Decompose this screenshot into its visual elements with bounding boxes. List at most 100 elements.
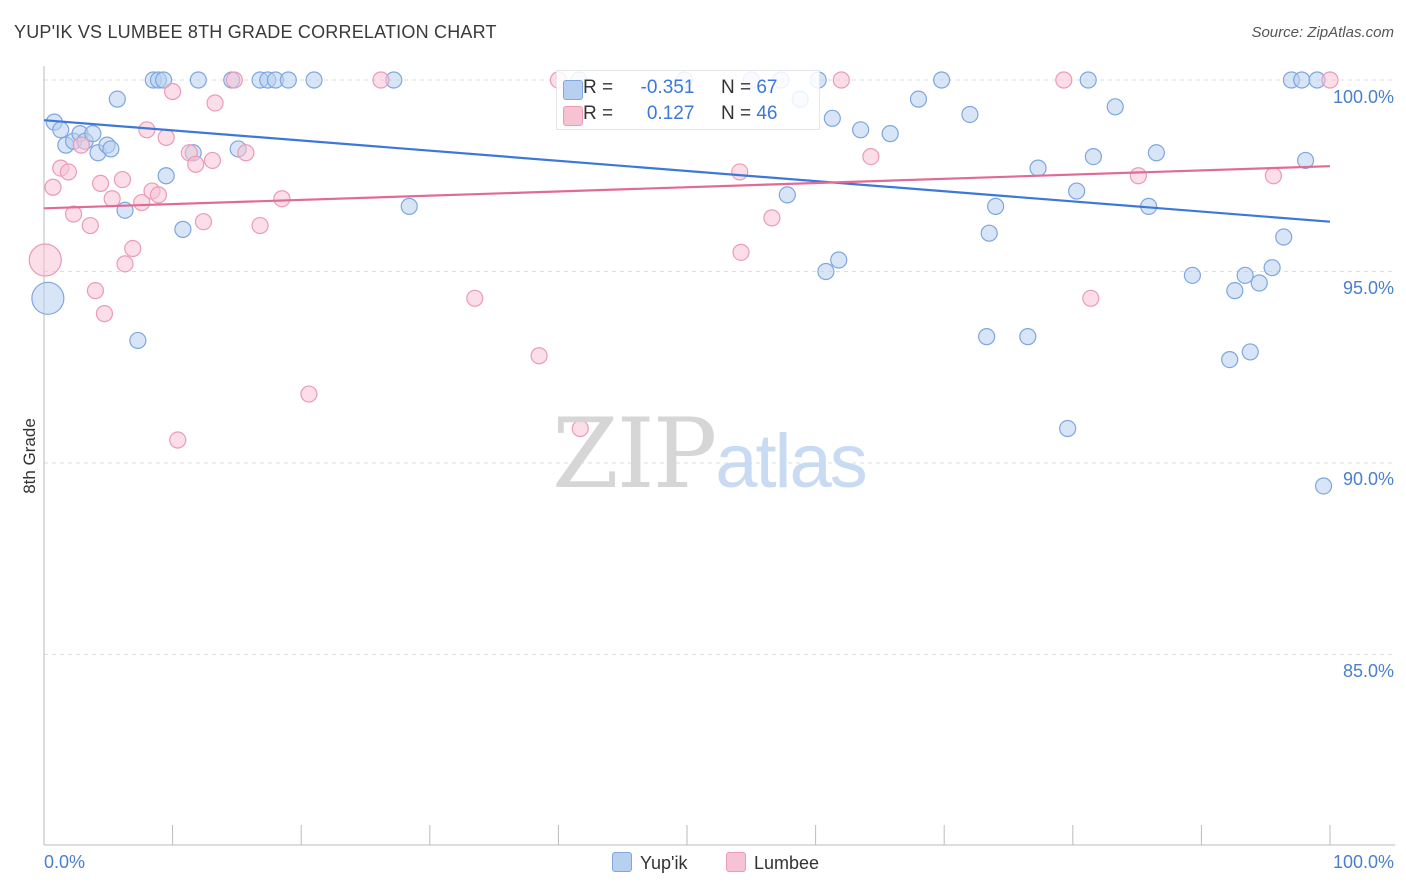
data-point-lumbee xyxy=(1055,71,1073,89)
data-point-lumbee xyxy=(530,347,548,365)
data-point-yupik xyxy=(823,109,841,127)
bottom-legend-yupik: Yup'ik xyxy=(612,852,687,874)
data-point-yupik xyxy=(909,90,928,108)
data-points xyxy=(28,71,1339,495)
data-point-lumbee xyxy=(466,289,484,307)
x-tick-label-max: 100.0% xyxy=(1332,852,1394,872)
data-point-lumbee xyxy=(157,128,175,147)
watermark-zip: ZIP xyxy=(552,398,717,510)
data-point-lumbee xyxy=(116,255,134,273)
data-point-lumbee xyxy=(1264,167,1283,185)
data-point-lumbee xyxy=(124,239,142,258)
data-point-yupik xyxy=(1296,151,1315,170)
bottom-legend-swatch-lumbee xyxy=(726,852,746,872)
data-point-yupik xyxy=(881,125,899,143)
data-point-lumbee xyxy=(832,71,850,89)
bottom-legend-lumbee: Lumbee xyxy=(726,852,819,874)
bottom-legend-swatch-yupik xyxy=(612,852,632,872)
data-point-yupik xyxy=(1059,419,1077,438)
data-point-lumbee xyxy=(225,71,243,89)
data-point-lumbee xyxy=(237,144,255,162)
data-point-yupik xyxy=(157,167,175,185)
data-point-lumbee xyxy=(763,209,781,227)
data-point-yupik xyxy=(978,328,996,346)
data-point-yupik xyxy=(1293,71,1311,89)
y-tick-label-95: 95.0% xyxy=(1342,278,1394,298)
data-point-lumbee xyxy=(86,282,105,300)
data-point-yupik xyxy=(1263,259,1281,277)
data-point-yupik xyxy=(279,71,297,89)
y-tick-label-100: 100.0% xyxy=(1332,87,1394,107)
data-point-lumbee xyxy=(732,243,750,261)
data-point-lumbee xyxy=(28,243,62,277)
data-point-lumbee xyxy=(113,170,132,189)
data-point-lumbee xyxy=(862,148,880,166)
legend-n-label: N = xyxy=(720,77,752,98)
data-point-yupik xyxy=(1226,282,1244,300)
legend-row-lumbee: R = 0.127 N = 46 xyxy=(563,103,778,126)
legend-r-label: R = xyxy=(583,77,614,98)
data-point-yupik xyxy=(852,121,870,139)
data-point-lumbee xyxy=(203,151,222,170)
data-point-yupik xyxy=(31,281,65,315)
data-point-lumbee xyxy=(300,385,318,403)
legend-n-value-yupik: 67 xyxy=(756,77,778,98)
data-point-lumbee xyxy=(1082,289,1100,307)
trend-line-yupik xyxy=(43,119,1331,223)
data-point-yupik xyxy=(52,121,70,139)
legend-n-value-lumbee: 46 xyxy=(756,103,778,124)
data-point-yupik xyxy=(961,105,979,124)
data-point-yupik xyxy=(1183,266,1201,284)
legend-row-yupik: R = -0.351 N = 67 xyxy=(563,77,778,100)
data-point-lumbee xyxy=(164,82,182,101)
data-point-yupik xyxy=(400,197,418,215)
data-point-yupik xyxy=(174,220,192,238)
trend-lines xyxy=(43,119,1331,223)
data-point-yupik xyxy=(129,331,147,350)
data-point-lumbee xyxy=(187,155,205,173)
data-point-lumbee xyxy=(571,419,589,438)
y-tick-label-90: 90.0% xyxy=(1342,469,1394,489)
legend-r-value-yupik: -0.351 xyxy=(640,77,695,98)
data-point-lumbee xyxy=(149,186,168,204)
source-label: Source: ZipAtlas.com xyxy=(1251,24,1394,41)
data-point-lumbee xyxy=(169,431,187,449)
data-point-lumbee xyxy=(251,216,269,235)
bottom-legend-label-yupik: Yup'ik xyxy=(640,853,688,873)
legend-swatch-yupik xyxy=(563,80,583,100)
legend-r-label: R = xyxy=(583,103,614,124)
legend-r-value-lumbee: 0.127 xyxy=(646,103,695,124)
data-point-yupik xyxy=(987,197,1005,215)
data-point-lumbee xyxy=(372,71,390,89)
bottom-legend-label-lumbee: Lumbee xyxy=(754,853,820,873)
stats-legend: R = -0.351 N = 67 R = 0.127 N = 46 xyxy=(556,70,820,130)
data-point-yupik xyxy=(1147,144,1165,162)
data-point-yupik xyxy=(1079,71,1097,89)
legend-swatch-lumbee xyxy=(563,106,583,126)
data-point-lumbee xyxy=(273,190,291,208)
data-point-yupik xyxy=(778,186,796,204)
data-point-lumbee xyxy=(81,216,99,235)
data-point-yupik xyxy=(830,251,848,269)
data-point-yupik xyxy=(1084,148,1102,166)
data-point-yupik xyxy=(154,71,173,89)
data-point-yupik xyxy=(1068,182,1086,200)
data-point-yupik xyxy=(84,125,102,143)
data-point-lumbee xyxy=(103,190,121,208)
data-point-lumbee xyxy=(206,94,224,112)
data-point-lumbee xyxy=(91,174,110,193)
data-point-yupik xyxy=(1236,266,1254,284)
data-point-yupik xyxy=(1019,328,1037,346)
y-axis-label: 8th Grade xyxy=(20,418,39,494)
data-point-yupik xyxy=(1314,477,1333,495)
data-point-yupik xyxy=(102,140,120,158)
watermark-atlas: atlas xyxy=(715,419,868,504)
data-point-yupik xyxy=(980,224,998,242)
data-point-lumbee xyxy=(731,163,749,181)
data-point-lumbee xyxy=(44,178,62,196)
data-point-lumbee xyxy=(194,213,213,231)
chart-title: YUP'IK VS LUMBEE 8TH GRADE CORRELATION C… xyxy=(14,22,497,42)
data-point-yupik xyxy=(1221,350,1239,369)
data-point-yupik xyxy=(108,90,126,108)
